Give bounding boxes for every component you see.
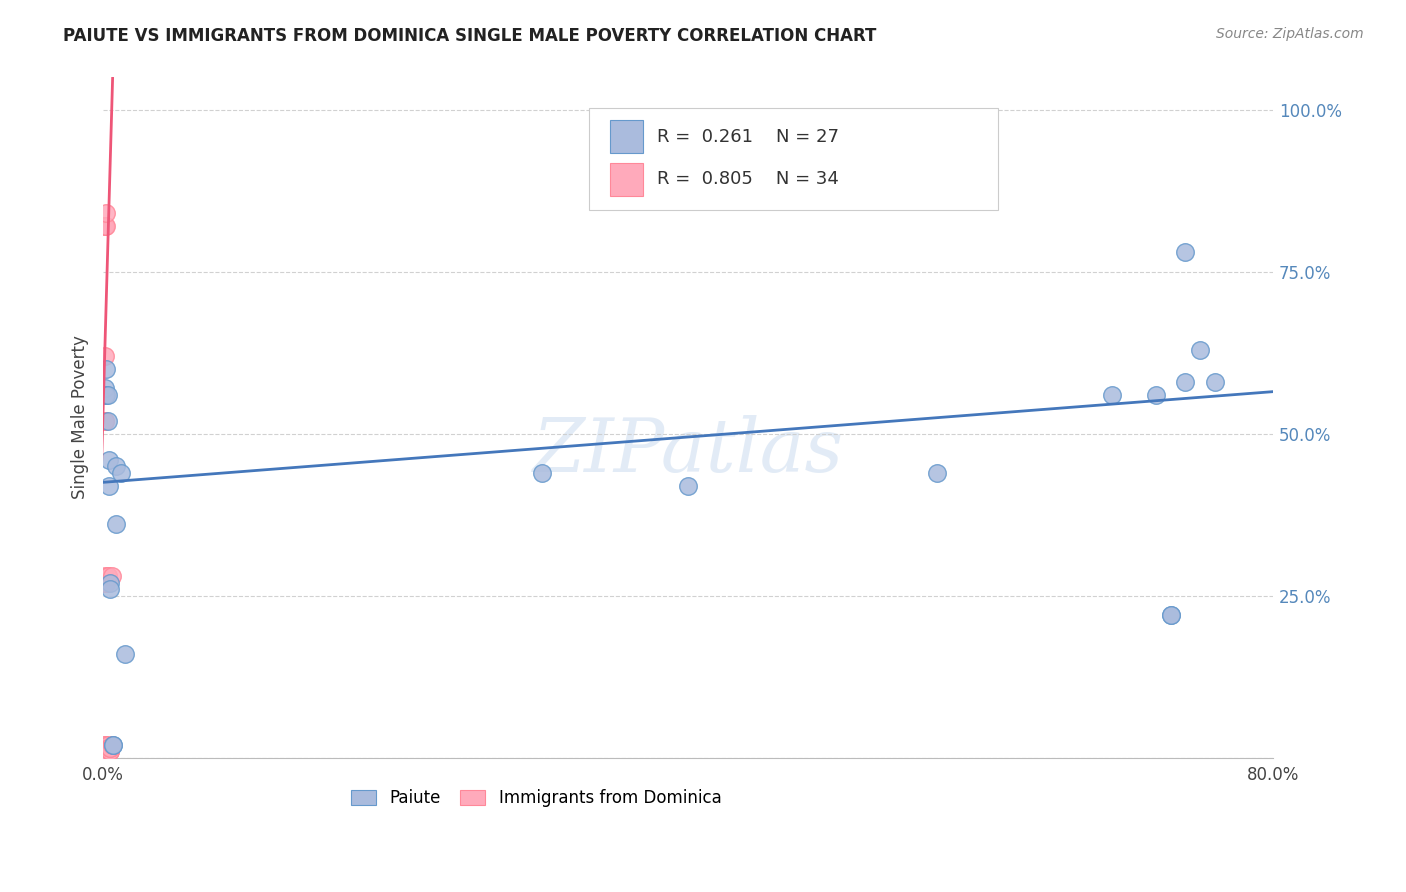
Point — [98, 478, 121, 492]
Point — [98, 740, 121, 755]
Point — [103, 738, 125, 752]
Point — [96, 388, 118, 402]
FancyBboxPatch shape — [610, 120, 643, 153]
Point — [114, 647, 136, 661]
Point — [98, 452, 121, 467]
Point — [96, 414, 118, 428]
Text: R =  0.805    N = 34: R = 0.805 N = 34 — [657, 170, 838, 188]
Point — [96, 569, 118, 583]
Point — [93, 414, 115, 428]
Point — [1174, 245, 1197, 260]
Point — [93, 740, 115, 755]
Point — [94, 575, 117, 590]
Point — [94, 575, 117, 590]
Point — [100, 744, 122, 758]
Point — [110, 466, 132, 480]
FancyBboxPatch shape — [610, 163, 643, 196]
Point — [93, 740, 115, 755]
Y-axis label: Single Male Poverty: Single Male Poverty — [72, 335, 89, 500]
Point — [100, 740, 122, 755]
Point — [1174, 375, 1197, 389]
Point — [100, 744, 122, 758]
Point — [93, 744, 115, 758]
Point — [1101, 388, 1123, 402]
Point — [925, 466, 948, 480]
Point — [93, 219, 115, 234]
Point — [93, 575, 115, 590]
Text: R =  0.261    N = 27: R = 0.261 N = 27 — [657, 128, 838, 145]
Point — [96, 569, 118, 583]
Point — [94, 349, 117, 363]
Point — [101, 569, 124, 583]
FancyBboxPatch shape — [589, 108, 998, 211]
Point — [676, 478, 699, 492]
Point — [93, 740, 115, 755]
Point — [93, 740, 115, 755]
Text: ZIPatlas: ZIPatlas — [533, 416, 844, 488]
Point — [93, 219, 115, 234]
Text: PAIUTE VS IMMIGRANTS FROM DOMINICA SINGLE MALE POVERTY CORRELATION CHART: PAIUTE VS IMMIGRANTS FROM DOMINICA SINGL… — [63, 27, 877, 45]
Point — [93, 569, 115, 583]
Point — [100, 582, 122, 597]
Point — [101, 738, 124, 752]
Point — [1189, 343, 1212, 357]
Point — [94, 362, 117, 376]
Point — [98, 740, 121, 755]
Point — [100, 744, 122, 758]
Point — [1144, 388, 1167, 402]
Point — [103, 738, 125, 752]
Point — [105, 459, 128, 474]
Point — [93, 575, 115, 590]
Text: Source: ZipAtlas.com: Source: ZipAtlas.com — [1216, 27, 1364, 41]
Point — [94, 388, 117, 402]
Point — [1160, 608, 1182, 623]
Point — [93, 738, 115, 752]
Point — [96, 738, 118, 752]
Point — [93, 388, 115, 402]
Point — [96, 740, 118, 755]
Point — [100, 740, 122, 755]
Point — [93, 381, 115, 395]
Point — [93, 747, 115, 762]
Point — [530, 466, 553, 480]
Point — [94, 219, 117, 234]
Point — [100, 575, 122, 590]
Point — [1160, 608, 1182, 623]
Legend: Paiute, Immigrants from Dominica: Paiute, Immigrants from Dominica — [344, 782, 728, 814]
Point — [105, 517, 128, 532]
Point — [93, 744, 115, 758]
Point — [93, 738, 115, 752]
Point — [94, 206, 117, 220]
Point — [93, 414, 115, 428]
Point — [1204, 375, 1226, 389]
